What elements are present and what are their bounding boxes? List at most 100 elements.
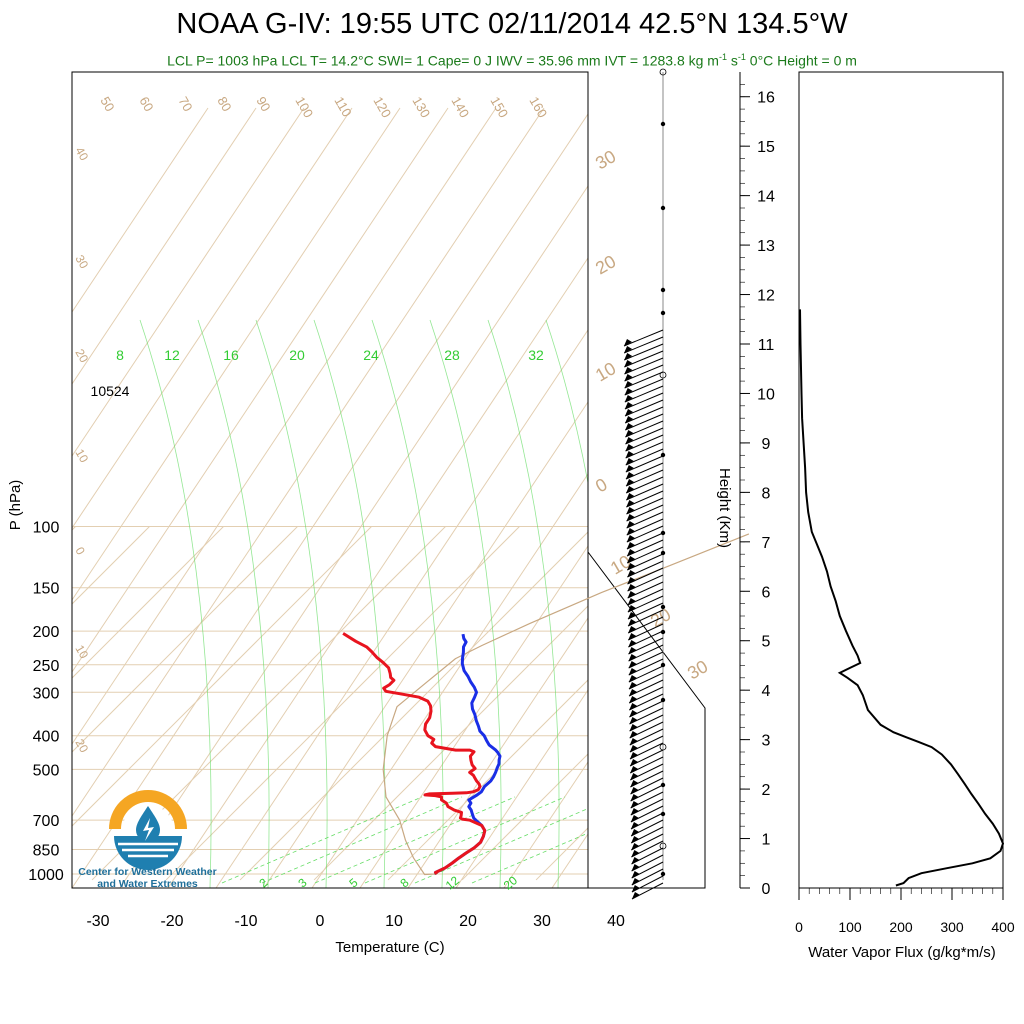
wind-barb-flag [629, 710, 638, 717]
wind-barb-staff [628, 651, 664, 669]
x-tick-40: 40 [607, 913, 625, 930]
logo-text: Center for Western Weather and Water Ext… [70, 866, 225, 890]
wind-barb-staff [626, 546, 664, 564]
adiabat-top-label-3: 80 [214, 94, 234, 114]
wind-barb-staff [627, 560, 664, 578]
wind-barb-staff [628, 630, 664, 648]
wind-barb-staff [629, 721, 664, 739]
x-tick-20: 20 [459, 913, 477, 930]
wind-barb-staff [625, 413, 664, 431]
moist-adiabat-4 [371, 319, 444, 888]
moist-adiabat-6 [487, 319, 560, 888]
dry-adiabat-11 [600, 108, 1024, 888]
wind-barb-staff [628, 623, 664, 641]
height-tick-label-2: 2 [762, 782, 771, 799]
dry-adiabat--2 [72, 107, 497, 745]
wind-barb-flag [624, 388, 633, 395]
wind-barb-flag [627, 605, 636, 612]
wind-barb-flag [627, 556, 636, 563]
adiabat-top-label-4: 90 [253, 94, 273, 114]
wvf-tick-label-300: 300 [940, 919, 964, 935]
wind-barb-flag [627, 570, 636, 577]
y-axis-label: P (hPa) [7, 480, 24, 531]
wind-level-marker [660, 662, 666, 668]
dry-adiabat--6 [72, 107, 305, 457]
wind-barb-flag [625, 451, 634, 458]
wind-barb-staff [625, 469, 664, 487]
wind-barb-staff [627, 553, 664, 571]
wind-barb-flag [624, 353, 633, 360]
wind-barb-staff [627, 567, 664, 585]
y-tick-300: 300 [33, 685, 60, 702]
adiabat-left-label-5: 10 [72, 643, 91, 662]
adiabat-left-label-3: 10 [72, 447, 91, 466]
wvf-axis-label: Water Vapor Flux (g/kg*m/s) [808, 944, 996, 961]
dry-adiabat--1 [72, 107, 545, 817]
temperature-line [342, 632, 487, 876]
wind-level-marker [660, 310, 666, 316]
wind-barb-flag [627, 577, 636, 584]
wind-barb-flag [631, 857, 640, 864]
wind-barb-flag [627, 584, 636, 591]
wind-barb-staff [624, 406, 664, 424]
wind-barb-flag [628, 619, 637, 626]
wvf-tick-label-100: 100 [838, 919, 862, 935]
isotherm--50 [72, 526, 298, 753]
dry-adiabat-8 [455, 689, 588, 888]
mixing-ratio-bottom-label-12: 12 [443, 873, 462, 893]
wind-barb-flag [630, 822, 639, 829]
y-tick-200: 200 [33, 624, 60, 641]
dry-adiabat-10 [551, 833, 588, 888]
wind-barb-staff [630, 770, 664, 788]
adiabat-top-label-8: 130 [409, 94, 433, 120]
y-tick-700: 700 [33, 813, 60, 830]
wind-barb-flag [625, 437, 634, 444]
wind-barb-flag [631, 850, 640, 857]
height-tick-label-9: 9 [762, 436, 771, 453]
wind-barb-staff [625, 434, 664, 452]
wind-level-marker [660, 811, 666, 817]
wind-barb-flag [631, 836, 640, 843]
height-tick-label-0: 0 [762, 881, 771, 898]
height-tick-label-15: 15 [757, 139, 775, 156]
wind-barb-flag [629, 752, 638, 759]
mixing-ratio-line-4 [414, 808, 588, 884]
wind-level-marker [659, 842, 667, 850]
wind-barb-flag [631, 885, 640, 892]
wind-barb-flag [624, 381, 633, 388]
wind-barb-staff [626, 532, 664, 550]
wind-barb-flag [628, 682, 637, 689]
wind-barb-staff [628, 672, 664, 690]
wind-barb-staff [628, 679, 664, 697]
mixing-ratio-bottom-label-20: 20 [501, 873, 520, 893]
wind-barb-staff [629, 749, 664, 767]
dry-adiabat-5 [311, 473, 588, 888]
y-tick-150: 150 [33, 581, 60, 598]
logo-text-line1: Center for Western Weather [78, 866, 217, 878]
height-tick-label-1: 1 [762, 832, 771, 849]
dry-adiabat-14 [744, 108, 1024, 888]
wind-barb-staff [626, 525, 664, 543]
mixing-ratio-line-0 [221, 796, 423, 884]
wind-level-marker [660, 604, 666, 610]
wind-barb-flag [625, 409, 634, 416]
wind-barb-staff [627, 609, 664, 627]
dry-adiabat-13 [696, 108, 1024, 888]
wind-barb-staff [628, 686, 664, 704]
subtitle-part-freezing: 0°C Height = 0 m [745, 52, 857, 69]
wind-barb-staff [624, 385, 664, 403]
wind-barb-flag [624, 402, 633, 409]
wind-barb-flag [629, 717, 638, 724]
wind-barb-flag [626, 507, 635, 514]
wind-barb-flag [630, 766, 639, 773]
mixing-ratio-line-3 [364, 796, 566, 884]
wind-barb-staff [628, 637, 664, 655]
isotherm--20 [165, 526, 520, 881]
wind-barb-flag [631, 892, 640, 899]
mixing-ratio-top-label-32: 32 [528, 347, 544, 363]
wind-barb-staff [630, 798, 664, 816]
x-tick--10: -10 [234, 913, 257, 930]
dry-adiabat--3 [72, 107, 449, 673]
wind-barb-staff [624, 343, 664, 361]
